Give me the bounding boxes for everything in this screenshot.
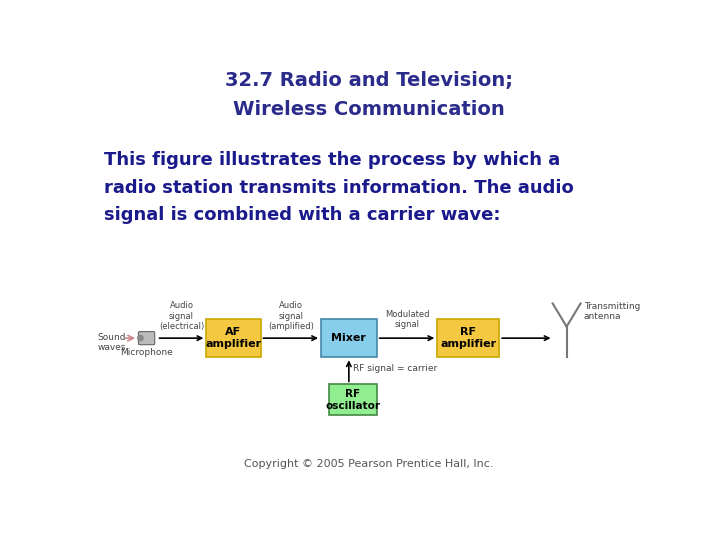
Text: Audio
signal
(amplified): Audio signal (amplified) — [268, 301, 314, 331]
Text: 32.7 Radio and Television;: 32.7 Radio and Television; — [225, 71, 513, 90]
Text: This figure illustrates the process by which a: This figure illustrates the process by w… — [104, 151, 560, 169]
Text: Microphone: Microphone — [120, 348, 173, 357]
Text: Mixer: Mixer — [331, 333, 366, 343]
Text: radio station transmits information. The audio: radio station transmits information. The… — [104, 179, 574, 197]
Text: Wireless Communication: Wireless Communication — [233, 100, 505, 119]
Text: RF signal = carrier: RF signal = carrier — [353, 364, 437, 374]
Text: Sound
waves: Sound waves — [98, 333, 126, 352]
Circle shape — [138, 335, 143, 341]
Text: Audio
signal
(electrical): Audio signal (electrical) — [159, 301, 204, 331]
Text: signal is combined with a carrier wave:: signal is combined with a carrier wave: — [104, 206, 500, 225]
FancyBboxPatch shape — [321, 319, 377, 357]
Text: RF
oscillator: RF oscillator — [325, 389, 380, 410]
Text: Modulated
signal: Modulated signal — [384, 309, 429, 329]
Text: Copyright © 2005 Pearson Prentice Hall, Inc.: Copyright © 2005 Pearson Prentice Hall, … — [244, 458, 494, 469]
FancyBboxPatch shape — [437, 319, 499, 357]
Text: RF
amplifier: RF amplifier — [440, 327, 496, 349]
FancyBboxPatch shape — [329, 384, 377, 415]
Text: Transmitting
antenna: Transmitting antenna — [584, 302, 640, 321]
FancyBboxPatch shape — [138, 332, 155, 345]
Text: AF
amplifier: AF amplifier — [205, 327, 261, 349]
FancyBboxPatch shape — [206, 319, 261, 357]
